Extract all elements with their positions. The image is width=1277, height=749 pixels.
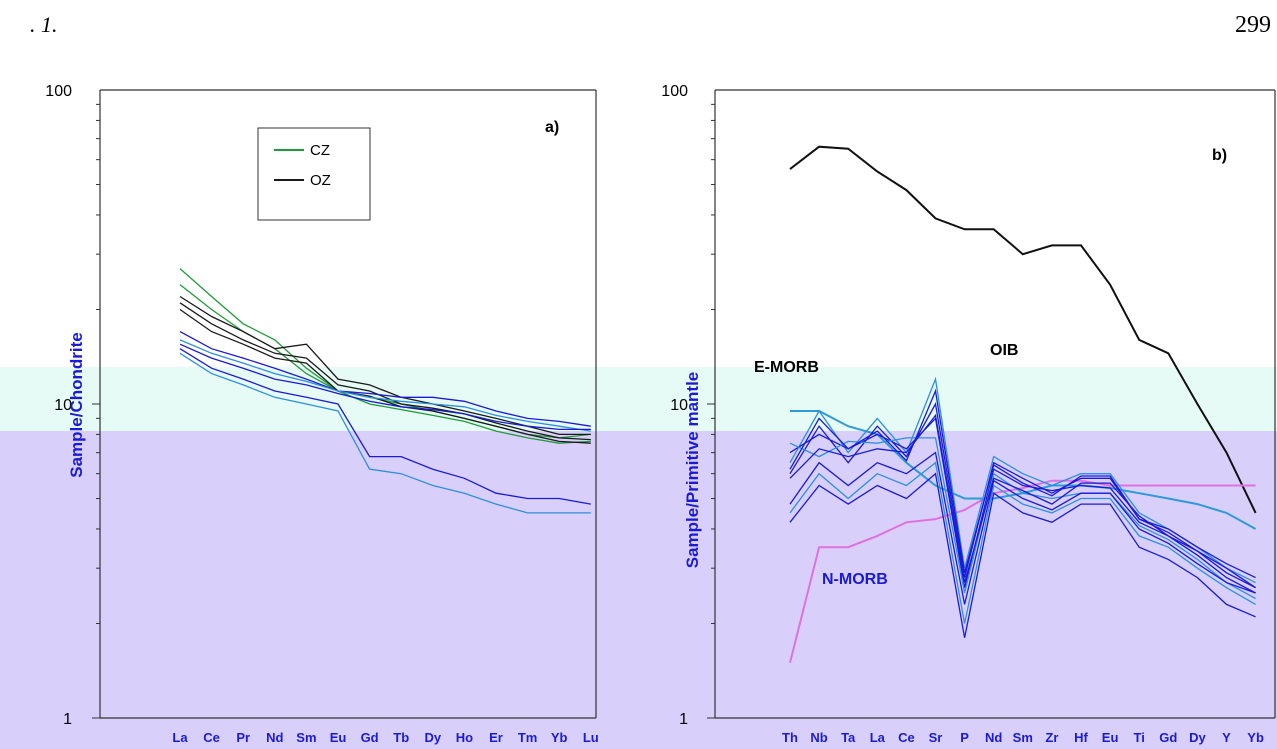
x-tick-label: Zr: [1045, 730, 1058, 745]
x-tick-label: Gd: [361, 730, 379, 745]
panel-label: b): [1212, 147, 1227, 164]
x-tick-label: Sm: [1013, 730, 1033, 745]
series-line: [789, 461, 1256, 624]
series-annotation: E-MORB: [754, 359, 819, 376]
series-annotation: N-MORB: [822, 571, 888, 588]
series-line: [789, 413, 1256, 589]
y-tick-label: 10: [54, 397, 72, 414]
y-tick-label: 100: [45, 83, 72, 100]
x-tick-label: Th: [782, 730, 798, 745]
x-tick-label: Ce: [203, 730, 220, 745]
y-axis-label: Sample/Primitive mantle: [683, 372, 702, 569]
series-line: [179, 308, 591, 444]
x-tick-label: Pr: [236, 730, 250, 745]
band-bottom: [0, 431, 1277, 749]
x-tick-label: Ho: [456, 730, 473, 745]
header-fragment: . 1.: [30, 12, 58, 37]
x-tick-label: Y: [1222, 730, 1231, 745]
series-line: [789, 145, 1257, 514]
x-tick-label: Tb: [393, 730, 409, 745]
y-tick-label: 1: [63, 711, 72, 728]
x-tick-label: Sm: [296, 730, 316, 745]
x-tick-label: Nb: [810, 730, 827, 745]
legend-label: CZ: [310, 142, 330, 159]
legend-box: [257, 127, 371, 221]
page-number: 299: [1235, 12, 1271, 38]
series-line: [789, 451, 1256, 605]
band-top: [0, 367, 1277, 431]
series-line: [789, 472, 1256, 638]
series-line: [179, 343, 591, 431]
series-line: [179, 352, 591, 514]
series-annotation: OIB: [990, 342, 1018, 359]
series-line: [789, 388, 1256, 579]
x-tick-label: La: [870, 730, 886, 745]
series-line: [789, 402, 1256, 589]
x-tick-label: Eu: [1102, 730, 1119, 745]
x-tick-label: Yb: [551, 730, 568, 745]
chart-panel-a: 1 10 100 Sample/Chondrite a) La Ce Pr Nd Sm Eu Gd Tb…: [45, 83, 598, 745]
x-tick-label: Er: [489, 730, 503, 745]
x-tick-label: Ta: [841, 730, 856, 745]
x-tick-label: Hf: [1074, 730, 1088, 745]
page-header: . 1. 299: [0, 0, 1277, 80]
series-line: [179, 348, 591, 505]
y-axis-label: Sample/Chondrite: [67, 332, 86, 477]
x-tick-label: Nd: [266, 730, 283, 745]
x-tick-label: Gd: [1159, 730, 1177, 745]
series-line: [789, 479, 1256, 663]
series-line: [179, 339, 591, 432]
x-tick-label: La: [172, 730, 188, 745]
x-tick-label: Nd: [985, 730, 1002, 745]
x-tick-label: Sr: [929, 730, 943, 745]
x-tick-label: Yb: [1247, 730, 1264, 745]
legend-label: OZ: [310, 172, 331, 189]
panel-label: a): [545, 119, 559, 136]
x-tick-label: Tm: [518, 730, 538, 745]
y-tick-label: 10: [670, 397, 688, 414]
chart-panel-b: 1 10 100 Sample/Primitive mantle b) Th Nb Ta La C…: [661, 83, 1276, 745]
series-line: [179, 331, 591, 427]
series-line: [789, 417, 1256, 594]
x-tick-label: Ti: [1134, 730, 1145, 745]
x-tick-label: Dy: [1189, 730, 1206, 745]
x-tick-label: P: [960, 730, 969, 745]
x-tick-label: Ce: [898, 730, 915, 745]
series-line: [179, 302, 591, 441]
y-tick-label: 1: [679, 711, 688, 728]
series-line: [789, 437, 1256, 600]
x-tick-label: Dy: [424, 730, 441, 745]
x-tick-label: Lu: [583, 730, 599, 745]
y-tick-label: 100: [661, 83, 688, 100]
x-tick-label: Eu: [330, 730, 347, 745]
